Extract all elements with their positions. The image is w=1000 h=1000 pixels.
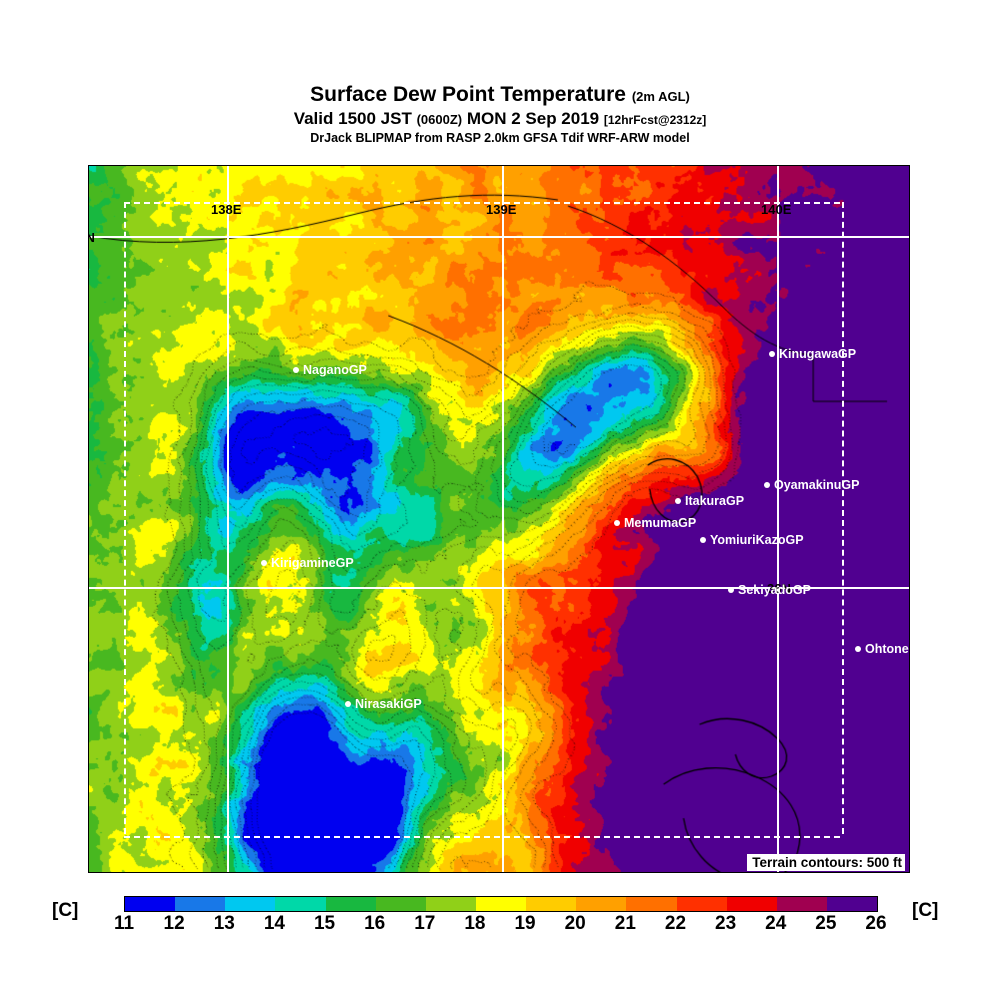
valid-time-line: Valid 1500 JST (0600Z) MON 2 Sep 2019 [1… <box>0 109 1000 130</box>
colorbar-tick: 25 <box>815 913 837 934</box>
unit-label-right: [C] <box>912 900 939 921</box>
colorbar-tick: 17 <box>414 913 436 934</box>
colorbar-tick: 24 <box>765 913 787 934</box>
colorbar-swatch <box>225 897 276 911</box>
colorbar-tick: 22 <box>664 913 687 934</box>
title-main-text: Surface Dew Point Temperature <box>310 83 626 106</box>
colorbar-swatch <box>325 897 376 911</box>
colorbar-swatch <box>826 897 878 911</box>
colorbar-swatch <box>576 897 627 911</box>
map-frame[interactable]: 138E139E140E37N36N138E139E NaganoGPKirig… <box>88 165 910 873</box>
colorbar-tick: 23 <box>715 913 737 934</box>
colorbar-tick: 14 <box>263 913 285 934</box>
valid-utc-time: (0600Z) <box>416 112 463 127</box>
colorbar-tick: 13 <box>213 913 235 934</box>
terrain-contour-note: Terrain contours: 500 ft <box>747 854 905 871</box>
dewpoint-heatmap-canvas <box>89 166 909 872</box>
colorbar-swatch <box>275 897 326 911</box>
colorbar-swatch <box>526 897 577 911</box>
colorbar-tick-labels: 11 12 13 14 15 16 17 18 19 20 21 22 23 24 25 26 <box>0 913 1000 937</box>
title-block: Surface Dew Point Temperature (2m AGL) V… <box>0 84 1000 146</box>
colorbar-swatch <box>726 897 777 911</box>
page-title: Surface Dew Point Temperature (2m AGL) <box>0 84 1000 108</box>
colorbar-swatch <box>475 897 527 911</box>
colorbar-tick: 26 <box>865 913 887 934</box>
colorbar-swatch <box>776 897 827 911</box>
colorbar-tick: 19 <box>514 913 536 934</box>
title-level-suffix: (2m AGL) <box>631 89 690 104</box>
colorbar-tick: 12 <box>163 913 185 934</box>
valid-local-time: Valid 1500 JST <box>293 109 412 128</box>
colorbar-swatch <box>125 897 176 911</box>
colorbar-tick: 18 <box>464 913 486 934</box>
colorbar-swatch <box>375 897 426 911</box>
colorbar-swatch <box>175 897 226 911</box>
valid-date: MON 2 Sep 2019 <box>466 109 600 128</box>
colorbar-row: [C] 11 12 13 14 15 16 17 18 19 20 21 22 23 24 25 26 [C] <box>0 893 1000 938</box>
colorbar-swatch <box>676 897 727 911</box>
model-attribution: DrJack BLIPMAP from RASP 2.0km GFSA Tdif… <box>310 131 690 145</box>
colorbar-tick: 11 <box>113 913 135 934</box>
forecast-hour: [12hrFcst@2312z] <box>603 113 707 127</box>
colorbar-tick: 21 <box>614 913 636 934</box>
colorbar-tick: 20 <box>564 913 586 934</box>
colorbar-tick: 16 <box>364 913 386 934</box>
colorbar <box>124 896 878 912</box>
colorbar-swatch <box>626 897 677 911</box>
unit-label-left: [C] <box>52 900 79 921</box>
colorbar-swatch <box>425 897 476 911</box>
colorbar-tick: 15 <box>313 913 336 934</box>
